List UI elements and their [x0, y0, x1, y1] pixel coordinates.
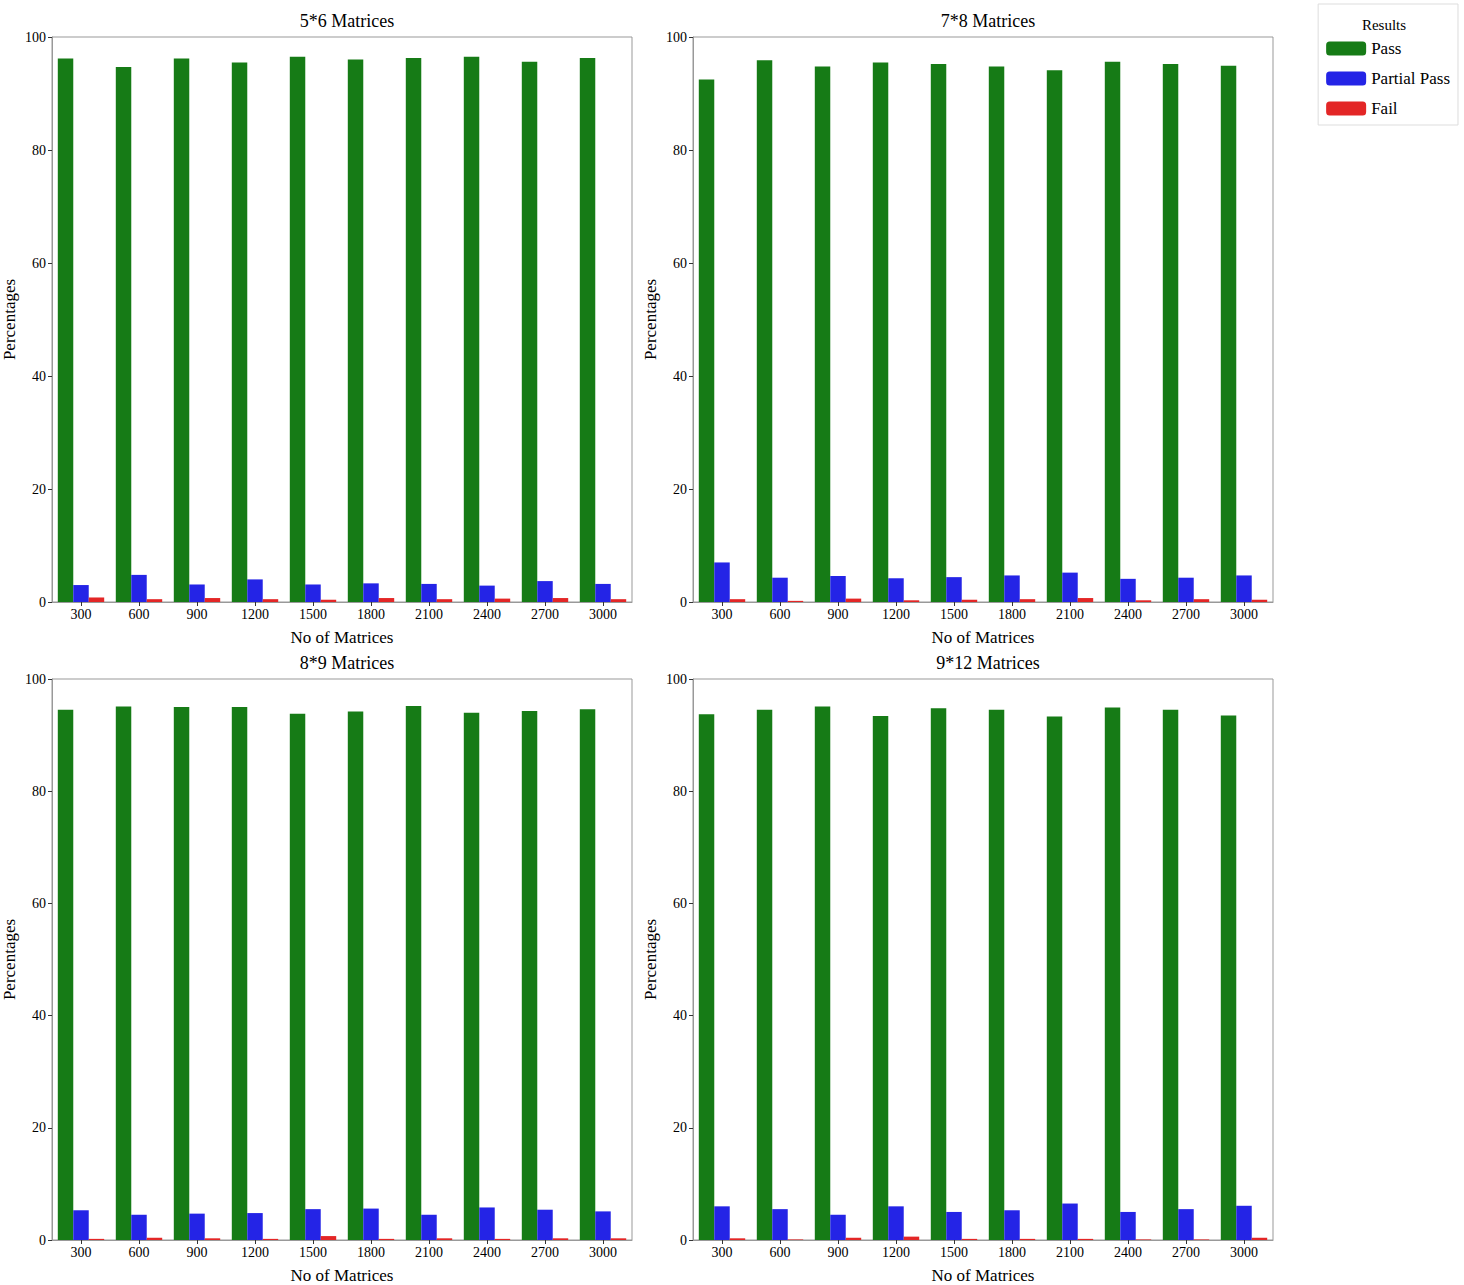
svg-text:900: 900 — [187, 1245, 208, 1260]
svg-text:300: 300 — [712, 1245, 733, 1260]
svg-text:600: 600 — [770, 607, 791, 622]
svg-text:1800: 1800 — [998, 607, 1026, 622]
svg-text:20: 20 — [32, 482, 46, 497]
svg-text:8*9 Matrices: 8*9 Matrices — [300, 653, 394, 673]
svg-text:1800: 1800 — [357, 607, 385, 622]
svg-text:1500: 1500 — [299, 1245, 327, 1260]
svg-text:1500: 1500 — [940, 1245, 968, 1260]
svg-text:100: 100 — [666, 30, 687, 45]
svg-text:600: 600 — [129, 1245, 150, 1260]
svg-text:2700: 2700 — [531, 607, 559, 622]
svg-text:Percentages: Percentages — [641, 279, 660, 360]
svg-text:0: 0 — [680, 595, 687, 610]
svg-text:100: 100 — [25, 30, 46, 45]
svg-text:60: 60 — [673, 256, 687, 271]
svg-text:1500: 1500 — [299, 607, 327, 622]
svg-text:1200: 1200 — [241, 1245, 269, 1260]
svg-text:0: 0 — [39, 595, 46, 610]
svg-text:2400: 2400 — [473, 607, 501, 622]
svg-text:20: 20 — [673, 482, 687, 497]
svg-text:Percentages: Percentages — [0, 279, 19, 360]
svg-text:20: 20 — [673, 1120, 687, 1135]
svg-text:2100: 2100 — [1056, 1245, 1084, 1260]
svg-text:1200: 1200 — [882, 607, 910, 622]
svg-text:60: 60 — [32, 896, 46, 911]
svg-text:1800: 1800 — [998, 1245, 1026, 1260]
svg-text:100: 100 — [25, 672, 46, 687]
svg-text:1500: 1500 — [940, 607, 968, 622]
svg-text:2700: 2700 — [1172, 607, 1200, 622]
svg-text:300: 300 — [71, 607, 92, 622]
svg-text:2400: 2400 — [1114, 607, 1142, 622]
svg-text:100: 100 — [666, 672, 687, 687]
svg-text:1200: 1200 — [241, 607, 269, 622]
svg-text:80: 80 — [32, 784, 46, 799]
svg-text:7*8 Matrices: 7*8 Matrices — [941, 11, 1035, 31]
svg-text:No of Matrices: No of Matrices — [932, 628, 1035, 647]
svg-text:Percentages: Percentages — [0, 919, 19, 1000]
svg-text:3000: 3000 — [589, 1245, 617, 1260]
svg-text:0: 0 — [680, 1233, 687, 1248]
svg-text:1200: 1200 — [882, 1245, 910, 1260]
svg-text:900: 900 — [187, 607, 208, 622]
svg-text:0: 0 — [39, 1233, 46, 1248]
svg-text:40: 40 — [32, 1008, 46, 1023]
svg-text:2700: 2700 — [531, 1245, 559, 1260]
svg-text:40: 40 — [673, 369, 687, 384]
svg-text:2400: 2400 — [1114, 1245, 1142, 1260]
svg-text:3000: 3000 — [589, 607, 617, 622]
svg-text:2100: 2100 — [415, 1245, 443, 1260]
svg-text:5*6 Matrices: 5*6 Matrices — [300, 11, 394, 31]
svg-text:Partial Pass: Partial Pass — [1371, 69, 1450, 88]
svg-text:900: 900 — [828, 607, 849, 622]
svg-text:No of Matrices: No of Matrices — [291, 628, 394, 647]
svg-text:Results: Results — [1362, 17, 1406, 33]
svg-text:No of Matrices: No of Matrices — [932, 1266, 1035, 1285]
svg-text:60: 60 — [673, 896, 687, 911]
svg-text:600: 600 — [129, 607, 150, 622]
svg-text:Pass: Pass — [1371, 39, 1401, 58]
svg-text:300: 300 — [71, 1245, 92, 1260]
svg-text:80: 80 — [673, 784, 687, 799]
svg-text:300: 300 — [712, 607, 733, 622]
svg-text:900: 900 — [828, 1245, 849, 1260]
svg-text:80: 80 — [32, 143, 46, 158]
svg-text:80: 80 — [673, 143, 687, 158]
svg-text:2700: 2700 — [1172, 1245, 1200, 1260]
svg-text:9*12 Matrices: 9*12 Matrices — [936, 653, 1039, 673]
svg-text:3000: 3000 — [1230, 1245, 1258, 1260]
svg-text:2100: 2100 — [1056, 607, 1084, 622]
svg-text:Fail: Fail — [1371, 99, 1398, 118]
svg-text:1800: 1800 — [357, 1245, 385, 1260]
svg-text:40: 40 — [673, 1008, 687, 1023]
svg-text:20: 20 — [32, 1120, 46, 1135]
svg-text:3000: 3000 — [1230, 607, 1258, 622]
svg-text:Percentages: Percentages — [641, 919, 660, 1000]
svg-text:60: 60 — [32, 256, 46, 271]
svg-text:No of Matrices: No of Matrices — [291, 1266, 394, 1285]
svg-text:600: 600 — [770, 1245, 791, 1260]
svg-text:2100: 2100 — [415, 607, 443, 622]
svg-text:40: 40 — [32, 369, 46, 384]
svg-text:2400: 2400 — [473, 1245, 501, 1260]
